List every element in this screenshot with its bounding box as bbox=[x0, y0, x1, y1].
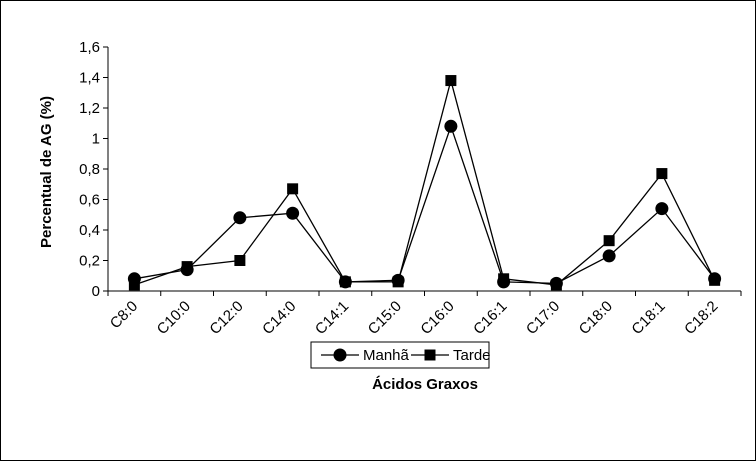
data-point-circle bbox=[233, 211, 247, 225]
data-point-square bbox=[656, 168, 668, 180]
y-tick-label: 0 bbox=[92, 283, 100, 300]
series-line bbox=[134, 78, 716, 286]
y-tick-label: 1,4 bbox=[79, 70, 100, 87]
data-point-square bbox=[234, 255, 246, 266]
data-point-square bbox=[128, 279, 140, 291]
x-tick-label: C18:2 bbox=[681, 298, 721, 338]
x-tick-label: C8:0 bbox=[107, 298, 141, 332]
y-tick-label: 0,8 bbox=[79, 161, 100, 178]
series-1 bbox=[128, 75, 721, 291]
legend-label: Manhã bbox=[363, 347, 410, 364]
data-point-square bbox=[498, 273, 510, 285]
series-line bbox=[134, 124, 716, 285]
y-tick-label: 1 bbox=[92, 131, 100, 148]
y-tick-label: 1,2 bbox=[79, 100, 100, 117]
x-tick-label: C18:1 bbox=[628, 298, 668, 338]
legend: Manhã Tarde bbox=[310, 341, 491, 369]
data-point-square bbox=[603, 235, 615, 247]
y-tick-label: 0,4 bbox=[79, 222, 100, 239]
data-point-square bbox=[445, 75, 457, 87]
x-tick-label: C14:1 bbox=[312, 298, 352, 338]
data-point-square bbox=[287, 183, 299, 195]
data-point-circle bbox=[286, 206, 300, 220]
y-tick-label: 1,6 bbox=[79, 39, 100, 56]
data-point-square bbox=[709, 274, 721, 286]
x-tick-label: C15:0 bbox=[365, 298, 405, 338]
x-axis-title: Ácidos Graxos bbox=[372, 376, 478, 393]
data-point-square bbox=[392, 276, 404, 288]
x-tick-label: C18:0 bbox=[576, 298, 616, 338]
x-tick-label: C12:0 bbox=[206, 298, 246, 338]
y-axis-title: Percentual de AG (%) bbox=[38, 96, 55, 248]
legend-label: Tarde bbox=[453, 347, 491, 364]
data-point-circle bbox=[602, 249, 616, 263]
y-tick-label: 0,2 bbox=[79, 253, 100, 270]
data-point-square bbox=[181, 261, 193, 273]
data-point-square bbox=[339, 276, 351, 288]
legend-marker-square bbox=[424, 349, 436, 361]
data-point-circle bbox=[444, 119, 458, 133]
data-point-circle bbox=[655, 202, 669, 216]
x-tick-label: C10:0 bbox=[154, 298, 194, 338]
y-tick-label: 0,6 bbox=[79, 192, 100, 209]
x-tick-label: C17:0 bbox=[523, 298, 563, 338]
legend-marker-circle bbox=[333, 348, 347, 362]
x-tick-label: C14:0 bbox=[259, 298, 299, 338]
x-tick-label: C16:0 bbox=[417, 298, 457, 338]
data-point-square bbox=[550, 279, 562, 291]
series-0 bbox=[127, 119, 722, 290]
x-tick-label: C16:1 bbox=[470, 298, 510, 338]
